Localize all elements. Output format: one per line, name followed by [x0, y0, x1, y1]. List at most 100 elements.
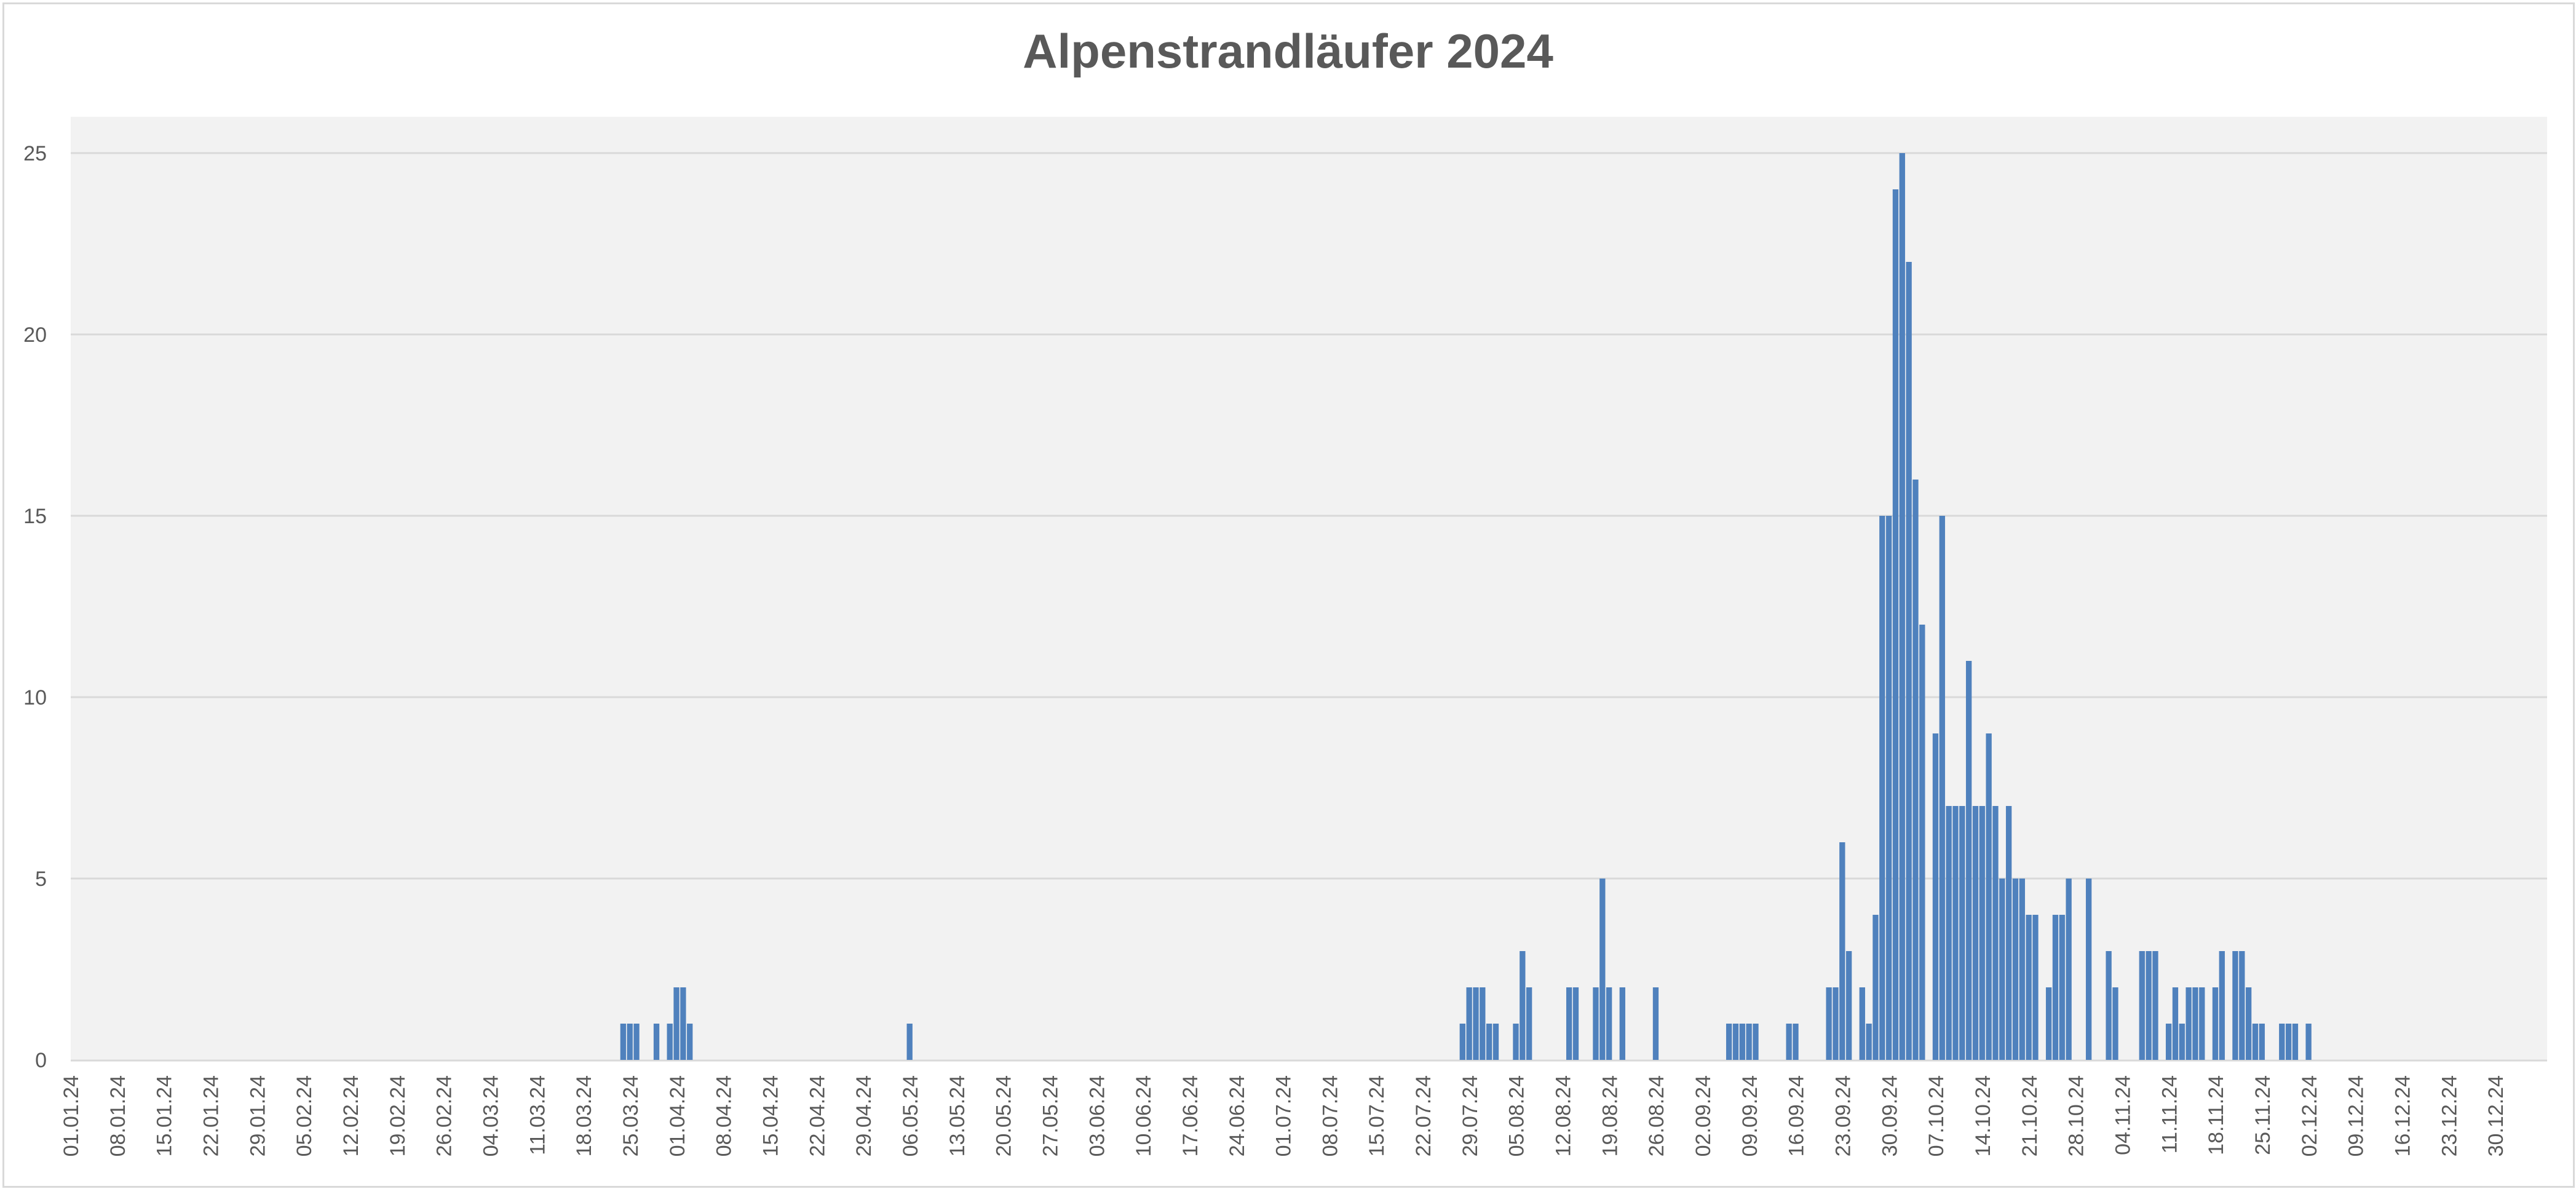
bar: [1606, 987, 1612, 1060]
gridlines: [71, 152, 2547, 1062]
x-tick-label: 13.05.24: [946, 1075, 969, 1156]
x-tick-label: 22.04.24: [806, 1075, 829, 1156]
x-tick-label: 22.01.24: [199, 1075, 223, 1156]
x-tick-label: 08.01.24: [106, 1075, 130, 1156]
x-tick-label: 08.07.24: [1318, 1075, 1342, 1156]
bar: [1593, 987, 1599, 1060]
bar: [2026, 915, 2032, 1060]
x-tick-label: 29.07.24: [1459, 1075, 1482, 1156]
bar: [2239, 951, 2245, 1060]
x-tick-label: 30.12.24: [2484, 1075, 2508, 1156]
bar: [1480, 987, 1486, 1060]
bar: [653, 1024, 660, 1060]
bar: [1892, 189, 1899, 1060]
x-tick-label: 04.03.24: [479, 1075, 502, 1156]
bar-series: [620, 153, 2312, 1060]
x-tick-label: 18.03.24: [573, 1075, 596, 1156]
bar: [2279, 1024, 2285, 1060]
x-tick-label: 26.08.24: [1645, 1075, 1668, 1156]
bar: [2059, 915, 2065, 1060]
bar: [1839, 842, 1845, 1060]
x-tick-label: 05.08.24: [1505, 1075, 1529, 1156]
bar: [667, 1024, 673, 1060]
x-tick-label: 11.03.24: [526, 1075, 549, 1155]
bar: [2305, 1024, 2312, 1060]
bar: [1513, 1024, 1519, 1060]
bar: [1833, 987, 1839, 1060]
bar: [1566, 987, 1572, 1060]
bar: [2186, 987, 2192, 1060]
bar: [1959, 806, 1965, 1060]
bar: [1746, 1024, 1752, 1060]
x-tick-label: 02.09.24: [1692, 1075, 1715, 1156]
bar: [2045, 987, 2052, 1060]
bar: [1572, 987, 1579, 1060]
bar: [2212, 987, 2219, 1060]
bar: [2106, 951, 2112, 1060]
bar: [2019, 879, 2025, 1060]
x-tick-label: 11.11.24: [2158, 1075, 2181, 1153]
bar: [1866, 1024, 1872, 1060]
chart-title: Alpenstrandläufer 2024: [1023, 24, 1553, 78]
bar: [2012, 879, 2019, 1060]
x-axis: 01.01.24 08.01.24 15.01.24 22.01.24 29.01.24…: [60, 1075, 2508, 1156]
x-tick-label: 05.02.24: [293, 1075, 316, 1156]
bar: [2192, 987, 2198, 1060]
x-tick-label: 22.07.24: [1412, 1075, 1435, 1156]
bar: [1972, 806, 1979, 1060]
x-tick-label: 24.06.24: [1226, 1075, 1249, 1156]
x-tick-label: 25.11.24: [2251, 1075, 2275, 1155]
bar: [1520, 951, 1526, 1060]
y-axis: 0 5 10 15 20 25: [23, 142, 47, 1072]
bar: [1845, 951, 1852, 1060]
bar: [687, 1024, 693, 1060]
y-tick-label: 20: [23, 323, 47, 347]
x-tick-label: 02.12.24: [2298, 1075, 2321, 1156]
y-tick-label: 15: [23, 505, 47, 528]
x-tick-label: 14.10.24: [1972, 1075, 1995, 1156]
x-tick-label: 06.05.24: [899, 1075, 922, 1156]
x-tick-label: 08.04.24: [713, 1075, 736, 1156]
bar: [1885, 516, 1892, 1060]
bar: [1786, 1024, 1792, 1060]
plot-area: [71, 117, 2547, 1061]
bar: [633, 1024, 640, 1060]
bar: [2112, 987, 2118, 1060]
bar: [1906, 262, 1912, 1060]
x-tick-label: 25.03.24: [619, 1075, 643, 1156]
bar: [1919, 625, 1925, 1060]
x-tick-label: 10.06.24: [1132, 1075, 1155, 1156]
bar: [2259, 1024, 2265, 1060]
bar: [2152, 951, 2158, 1060]
bar: [2232, 951, 2238, 1060]
bar: [1473, 987, 1479, 1060]
bar: [1946, 806, 1952, 1060]
bar: [1899, 153, 1905, 1060]
bar: [1999, 879, 2005, 1060]
bar: [1873, 915, 1879, 1060]
x-tick-label: 18.11.24: [2205, 1075, 2228, 1155]
x-tick-label: 16.12.24: [2392, 1075, 2415, 1156]
bar: [2139, 951, 2145, 1060]
x-tick-label: 23.09.24: [1832, 1075, 1855, 1156]
bar: [2199, 987, 2205, 1060]
bar: [1492, 1024, 1499, 1060]
bar: [1986, 733, 1992, 1060]
bar: [1912, 480, 1919, 1060]
bar: [1652, 987, 1659, 1060]
bar: [627, 1024, 633, 1060]
x-tick-label: 19.08.24: [1598, 1075, 1622, 1156]
bar: [1932, 733, 1939, 1060]
bar: [1732, 1024, 1739, 1060]
y-tick-label: 25: [23, 142, 47, 165]
bar: [1753, 1024, 1759, 1060]
x-tick-label: 15.04.24: [759, 1075, 782, 1156]
x-tick-label: 07.10.24: [1925, 1075, 1948, 1156]
x-tick-label: 21.10.24: [2018, 1075, 2042, 1156]
bar: [620, 1024, 627, 1060]
x-tick-label: 01.07.24: [1272, 1075, 1296, 1156]
x-tick-label: 04.11.24: [2112, 1075, 2135, 1155]
y-tick-label: 5: [35, 867, 47, 891]
bar: [2252, 1024, 2259, 1060]
bar: [1526, 987, 1532, 1060]
